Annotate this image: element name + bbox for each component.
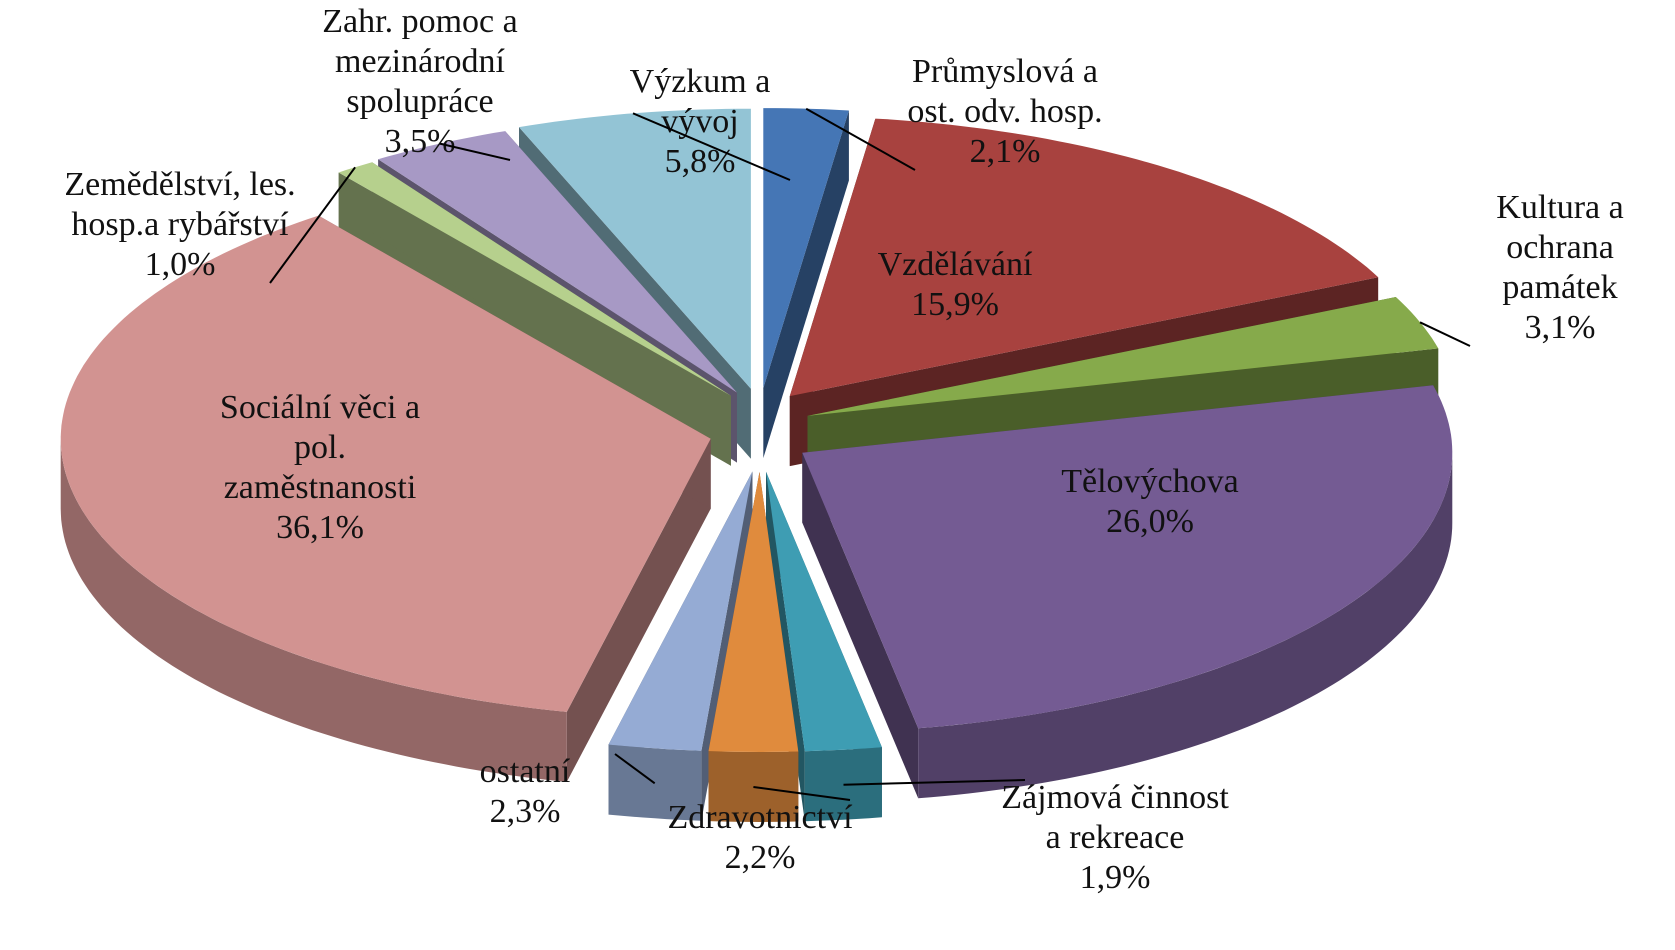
pie-tops — [60, 108, 1453, 752]
slice-outer-wall — [60, 438, 567, 782]
slice-value-label: 3,5% — [385, 123, 456, 160]
slice-label: Zájmová činnost a rekreace — [1001, 779, 1229, 856]
slice-outer-wall — [708, 751, 799, 822]
slice — [60, 215, 711, 712]
slice-label: Zemědělství, les. hosp.a rybářství — [64, 166, 295, 243]
slice-label: Výzkum a vývoj — [630, 63, 771, 140]
slice-wall — [566, 438, 711, 782]
slice-value-label: 1,9% — [1080, 859, 1151, 896]
leader-line — [269, 166, 356, 284]
slice-label: Průmyslová a ost. odv. hosp. — [907, 53, 1102, 130]
slice — [338, 162, 731, 396]
slice-value-label: 15,9% — [911, 286, 999, 323]
slice — [708, 472, 799, 752]
slice — [802, 385, 1453, 729]
slice — [766, 471, 882, 752]
leader-line — [614, 753, 656, 785]
slice — [378, 131, 737, 393]
leader-line — [753, 786, 851, 801]
slice-label: Zahr. pomoc a mezinárodní spolupráce — [322, 3, 517, 120]
slice-value-label: 1,0% — [145, 246, 216, 283]
slice-value-label: 36,1% — [276, 509, 364, 546]
slice-label: Zdravotnictví — [667, 799, 853, 836]
slice-label: Vzdělávání — [878, 246, 1033, 283]
slice-label: Tělovýchova — [1061, 463, 1239, 500]
leader-line — [439, 142, 511, 161]
slice-wall — [802, 452, 919, 799]
slice-value-label: 26,0% — [1106, 503, 1194, 540]
slice-label: ostatní — [480, 753, 571, 790]
leader-line — [843, 779, 1026, 786]
slice-value-label: 5,8% — [665, 143, 736, 180]
slice — [807, 297, 1439, 416]
slice-side — [763, 110, 849, 459]
slice-value-label: 2,1% — [970, 133, 1041, 170]
slice-label: Sociální věci a pol. zaměstnanosti — [220, 389, 420, 506]
slice-value-label: 2,2% — [725, 839, 796, 876]
slice — [519, 108, 751, 389]
slice-label: Kultura a ochrana památek — [1496, 189, 1623, 306]
slice — [789, 118, 1379, 397]
leader-line — [805, 107, 916, 171]
slice-outer-wall — [804, 747, 882, 822]
leader-line — [632, 112, 791, 181]
slice-value-label: 2,3% — [490, 793, 561, 830]
leader-line — [1419, 321, 1471, 347]
slice-value-label: 3,1% — [1525, 309, 1596, 346]
slice-outer-wall — [918, 452, 1453, 799]
slice-wall — [763, 110, 849, 459]
slice — [608, 471, 753, 751]
